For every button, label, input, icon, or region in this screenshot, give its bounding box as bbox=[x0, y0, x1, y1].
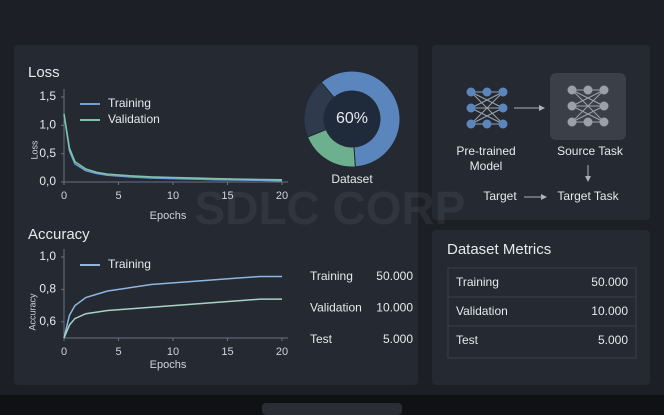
node-label: Target Task bbox=[557, 189, 619, 203]
x-tick-label: 10 bbox=[167, 346, 179, 358]
x-tick-label: 0 bbox=[61, 190, 67, 202]
metric-value: 50.000 bbox=[591, 275, 628, 289]
legend-label: Validation bbox=[108, 112, 160, 126]
chart-title: Accuracy bbox=[28, 226, 90, 243]
metric-value: 5.000 bbox=[598, 333, 628, 347]
node bbox=[583, 117, 593, 127]
link bbox=[571, 89, 605, 107]
x-axis-label: Epochs bbox=[150, 210, 187, 222]
node bbox=[599, 117, 609, 127]
node-label: Model bbox=[470, 159, 503, 173]
legend-label: Training bbox=[108, 96, 151, 110]
node bbox=[482, 119, 492, 129]
x-tick-label: 20 bbox=[276, 346, 288, 358]
table-label: Validation bbox=[310, 301, 362, 315]
x-tick-label: 0 bbox=[61, 346, 67, 358]
network-icon bbox=[567, 85, 609, 127]
table-value: 10.000 bbox=[376, 301, 413, 315]
node bbox=[567, 117, 577, 127]
y-tick-label: 1,5 bbox=[39, 89, 56, 103]
watermark: SDLC CORP bbox=[195, 182, 466, 234]
y-tick-label: 0,6 bbox=[39, 314, 56, 328]
pie-value-label: 60% bbox=[336, 110, 368, 127]
y-tick-label: 1,0 bbox=[39, 118, 56, 132]
node bbox=[567, 101, 577, 111]
metric-label: Training bbox=[456, 275, 499, 289]
node bbox=[482, 87, 492, 97]
x-tick-label: 20 bbox=[276, 190, 288, 202]
link bbox=[470, 91, 504, 109]
node bbox=[466, 119, 476, 129]
metric-label: Validation bbox=[456, 304, 508, 318]
x-tick-label: 15 bbox=[221, 346, 233, 358]
y-tick-label: 0,0 bbox=[39, 174, 56, 188]
node bbox=[498, 103, 508, 113]
table-label: Test bbox=[310, 332, 333, 346]
link bbox=[571, 89, 605, 123]
node bbox=[567, 85, 577, 95]
pie-hole bbox=[324, 91, 380, 147]
node bbox=[583, 85, 593, 95]
node bbox=[498, 87, 508, 97]
y-tick-label: 0,8 bbox=[39, 282, 56, 296]
node-label: Source Task bbox=[557, 144, 624, 158]
link bbox=[470, 107, 504, 125]
metrics-box bbox=[447, 267, 637, 359]
metrics-title: Dataset Metrics bbox=[447, 241, 551, 258]
x-tick-label: 15 bbox=[221, 190, 233, 202]
table-label: Training bbox=[310, 269, 353, 283]
network-icon bbox=[466, 87, 508, 129]
link bbox=[470, 91, 504, 125]
node bbox=[599, 85, 609, 95]
y-tick-label: 0,5 bbox=[39, 146, 56, 160]
panel bbox=[432, 230, 650, 385]
line bbox=[63, 298, 282, 339]
legend-label: Training bbox=[108, 257, 151, 271]
y-axis-label: Loss bbox=[29, 140, 39, 160]
node bbox=[599, 101, 609, 111]
chart-title: Loss bbox=[28, 64, 60, 81]
x-axis-label: Epochs bbox=[150, 359, 187, 371]
node-label: Pre-trained bbox=[456, 144, 515, 158]
x-tick-label: 5 bbox=[115, 346, 121, 358]
pie-label: Dataset bbox=[331, 172, 373, 186]
y-axis-label: Accuracy bbox=[27, 293, 37, 331]
node bbox=[466, 103, 476, 113]
table-value: 50.000 bbox=[376, 269, 413, 283]
line bbox=[63, 113, 283, 181]
x-tick-label: 5 bbox=[115, 190, 121, 202]
link bbox=[571, 105, 605, 123]
metric-label: Test bbox=[456, 333, 479, 347]
y-tick-label: 1,0 bbox=[39, 249, 56, 263]
x-tick-label: 10 bbox=[167, 190, 179, 202]
node bbox=[466, 87, 476, 97]
node bbox=[498, 119, 508, 129]
table-value: 5.000 bbox=[383, 332, 413, 346]
metric-value: 10.000 bbox=[591, 304, 628, 318]
notch bbox=[262, 403, 402, 415]
node-label: Target bbox=[483, 189, 517, 203]
line bbox=[63, 113, 283, 182]
line bbox=[63, 275, 282, 339]
